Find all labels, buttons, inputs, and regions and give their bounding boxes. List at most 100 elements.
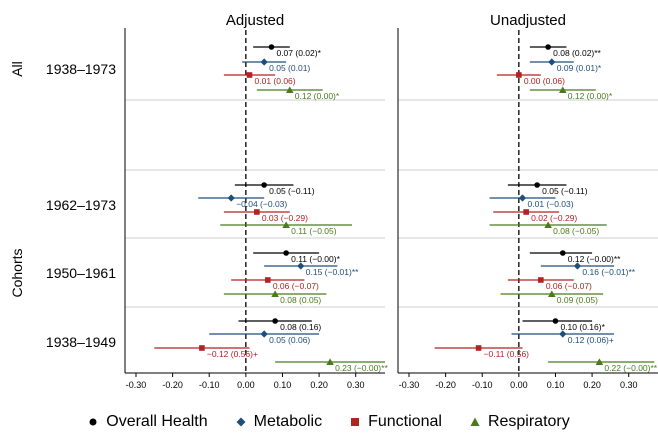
overall-health-point: [559, 250, 566, 256]
functional-data-label: 0.02 (−0.29): [531, 213, 577, 223]
legend-item-respiratory: Respiratory: [470, 413, 570, 431]
respiratory-data-label: 0.12 (0.00)*: [295, 91, 340, 101]
metabolic-point: [297, 262, 305, 270]
x-tick-label: -0.20: [435, 380, 456, 390]
panel-adjusted: Adjusted -0.30 -0.20 -0.10 0.00 0.10 0.20 0.30 0…: [124, 12, 388, 390]
overall-health-point: [534, 182, 540, 188]
functional-data-label: −0.12 (0.56)+: [207, 349, 258, 359]
panel-unadjusted: Unadjusted -0.30 -0.20 -0.10 0.00 0.10 0.20 0.3…: [397, 12, 658, 390]
respiratory-point: [326, 358, 334, 365]
legend-label: Metabolic: [253, 413, 323, 430]
metabolic-point: [573, 262, 582, 270]
x-tick-label: -0.10: [199, 380, 220, 390]
legend-swatch-circle-icon: [89, 418, 97, 426]
row-label: 1950–1961: [46, 265, 116, 281]
overall-health-point: [261, 182, 267, 188]
respiratory-point: [548, 290, 556, 297]
overall-health-point: [272, 318, 278, 324]
panel-title: Unadjusted: [490, 12, 566, 29]
row-label: 1962–1973: [46, 197, 116, 213]
functional-point: [538, 277, 544, 283]
group-label-cohorts: Cohorts: [9, 248, 25, 297]
x-tick-label: -0.10: [472, 380, 493, 390]
x-tick-label: 0.30: [347, 380, 365, 390]
overall-health-data-label: 0.05 (−0.11): [269, 186, 315, 196]
respiratory-data-label: 0.08 (0.05): [280, 295, 321, 305]
metabolic-point: [518, 194, 527, 202]
legend: Overall Health Metabolic Functional Respira…: [0, 410, 658, 434]
x-tick-label: 0.30: [620, 380, 638, 390]
overall-health-data-label: 0.12 (−0.00)**: [568, 254, 621, 264]
overall-health-data-label: 0.10 (0.16)*: [560, 322, 605, 332]
respiratory-data-label: 0.22 (−0.00)**: [604, 363, 657, 373]
functional-point: [475, 345, 482, 351]
x-tick-label: -0.30: [399, 380, 420, 390]
metabolic-data-label: −0.04 (−0.03): [236, 199, 287, 209]
functional-data-label: 0.01 (0.06): [255, 76, 296, 86]
functional-point: [523, 209, 529, 215]
functional-point: [254, 209, 260, 215]
overall-health-point: [268, 44, 275, 50]
x-tick-label: 0.10: [274, 380, 292, 390]
metabolic-data-label: 0.01 (−0.03): [528, 199, 574, 209]
respiratory-point: [544, 221, 552, 228]
overall-health-data-label: 0.11 (−0.00)*: [291, 254, 340, 264]
overall-health-data-label: 0.07 (0.02)*: [276, 48, 321, 58]
overall-health-data-label: 0.08 (0.16): [280, 322, 321, 332]
metabolic-point: [227, 194, 235, 202]
respiratory-point: [285, 86, 294, 93]
metabolic-point: [260, 330, 268, 338]
functional-point: [246, 72, 253, 78]
functional-point: [265, 277, 271, 283]
respiratory-data-label: 0.23 (−0.00)**: [335, 363, 388, 373]
respiratory-point: [271, 290, 279, 297]
legend-item-metabolic: Metabolic: [236, 413, 322, 431]
respiratory-data-label: 0.11 (−0.05): [291, 226, 337, 236]
metabolic-data-label: 0.16 (−0.01)**: [582, 267, 635, 277]
row-label: 1938–1973: [46, 61, 116, 77]
overall-health-data-label: 0.08 (0.02)**: [553, 48, 601, 58]
functional-point: [516, 72, 522, 78]
metabolic-point: [559, 330, 567, 338]
overall-health-point: [283, 250, 289, 256]
respiratory-point: [558, 86, 567, 93]
overall-health-point: [545, 44, 551, 50]
legend-label: Functional: [368, 413, 442, 430]
functional-data-label: −0.11 (0.56): [484, 349, 530, 359]
respiratory-point: [282, 221, 290, 228]
row-label: 1938–1949: [46, 334, 116, 350]
overall-health-point: [552, 318, 559, 324]
functional-data-label: 0.00 (0.06): [524, 76, 565, 86]
overall-health-data-label: 0.05 (−0.11): [542, 186, 588, 196]
forest-plot: All Cohorts 1938–1973 1962–1973 1950–1961 193…: [9, 12, 658, 390]
x-tick-label: 0.20: [583, 380, 601, 390]
x-tick-label: 0.20: [310, 380, 328, 390]
legend-swatch-square-icon: [351, 418, 360, 426]
respiratory-data-label: 0.09 (0.05): [557, 295, 598, 305]
group-label-all: All: [9, 61, 25, 77]
x-tick-label: -0.20: [162, 380, 183, 390]
metabolic-data-label: 0.05 (0.01): [269, 63, 310, 73]
panel-title: Adjusted: [226, 12, 284, 29]
legend-item-functional: Functional: [350, 413, 442, 431]
metabolic-data-label: 0.15 (−0.01)**: [306, 267, 359, 277]
x-tick-label: 0.00: [237, 380, 255, 390]
functional-data-label: 0.06 (−0.07): [546, 281, 592, 291]
functional-point: [199, 345, 205, 351]
metabolic-point: [260, 58, 268, 66]
respiratory-data-label: 0.08 (−0.05): [553, 226, 599, 236]
metabolic-data-label: 0.05 (0.06): [269, 335, 310, 345]
legend-label: Overall Health: [106, 413, 208, 430]
legend-item-overall-health: Overall Health: [88, 413, 208, 431]
respiratory-point: [595, 358, 604, 365]
metabolic-point: [548, 58, 556, 66]
metabolic-data-label: 0.09 (0.01)*: [557, 63, 602, 73]
x-tick-label: -0.30: [126, 380, 147, 390]
x-tick-label: 0.00: [510, 380, 528, 390]
functional-data-label: 0.03 (−0.29): [262, 213, 308, 223]
legend-swatch-triangle-icon: [470, 417, 480, 426]
legend-label: Respiratory: [487, 413, 570, 430]
legend-swatch-diamond-icon: [236, 417, 246, 427]
functional-data-label: 0.06 (−0.07): [273, 281, 319, 291]
metabolic-data-label: 0.12 (0.06)+: [568, 335, 614, 345]
